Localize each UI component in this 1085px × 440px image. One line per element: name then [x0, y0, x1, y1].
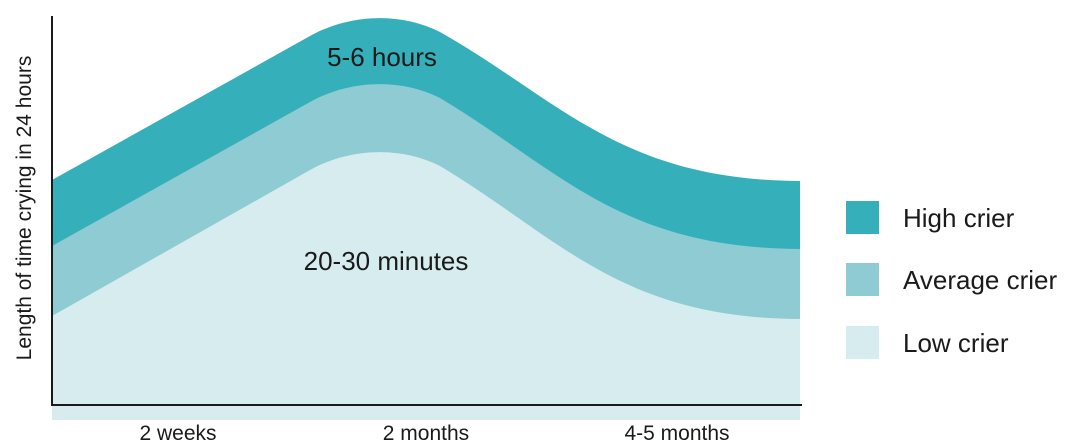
legend-item-average-crier: Average crier: [846, 263, 1057, 296]
legend-item-high-crier: High crier: [846, 201, 1015, 234]
legend-label-low-crier: Low crier: [903, 328, 1009, 358]
legend-label-average-crier: Average crier: [903, 265, 1057, 295]
x-tick-4-5-months: 4-5 months: [624, 422, 729, 440]
legend: High crier Average crier Low crier: [846, 201, 1057, 359]
y-axis-title: Length of time crying in 24 hours: [13, 56, 36, 361]
band-low-crier: [52, 152, 800, 420]
x-tick-2-weeks: 2 weeks: [139, 422, 216, 440]
legend-item-low-crier: Low crier: [846, 326, 1009, 359]
legend-label-high-crier: High crier: [903, 203, 1015, 233]
x-tick-2-months: 2 months: [383, 422, 469, 440]
legend-swatch-low-crier: [846, 326, 879, 359]
annotation-high-crier: 5-6 hours: [327, 42, 437, 72]
legend-swatch-average-crier: [846, 263, 879, 296]
legend-swatch-high-crier: [846, 201, 879, 234]
area-bands: [52, 18, 800, 420]
annotation-low-crier: 20-30 minutes: [304, 246, 469, 276]
